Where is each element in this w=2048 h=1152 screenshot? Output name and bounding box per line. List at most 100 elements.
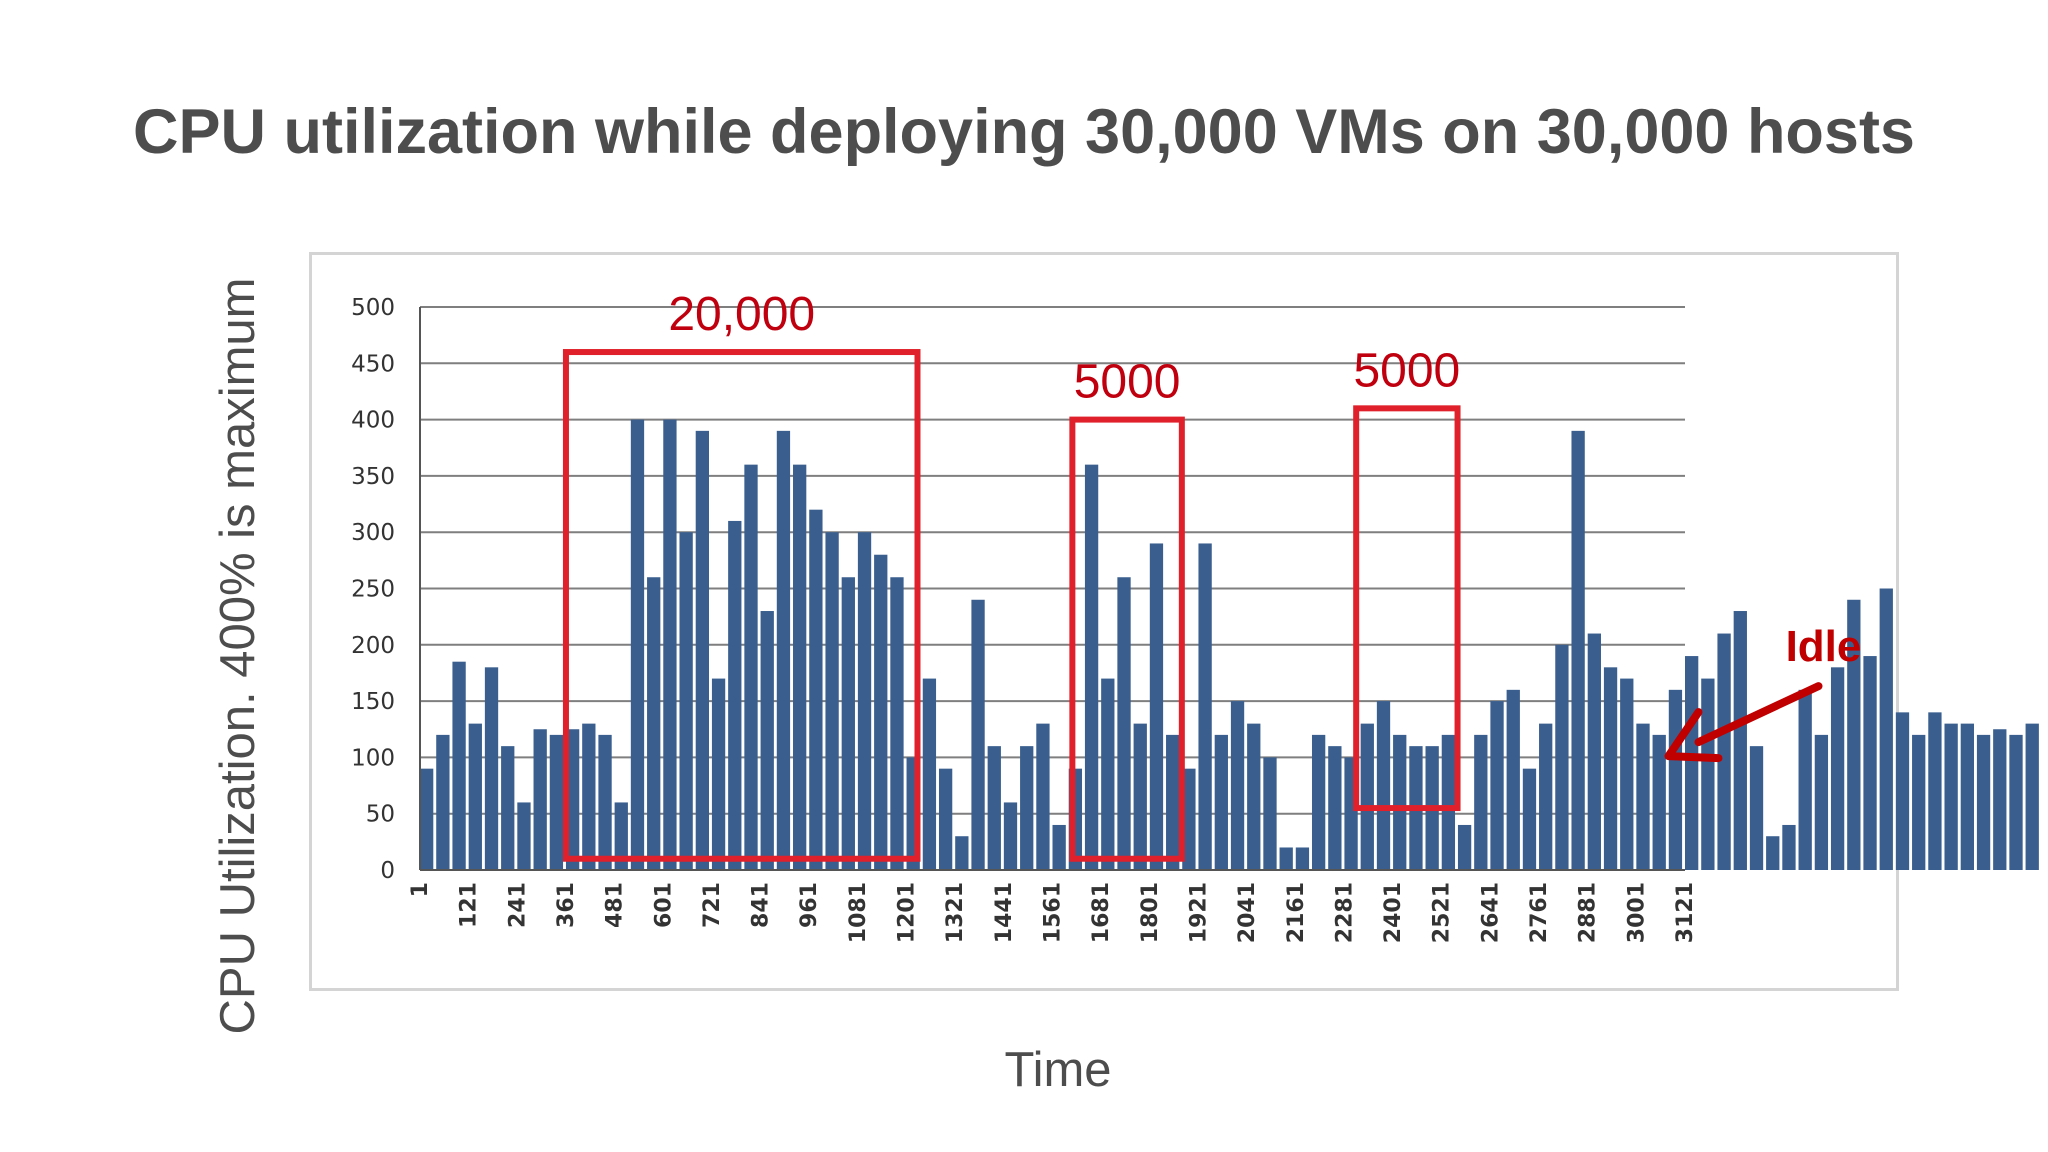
- data-bar: [1944, 723, 1958, 870]
- x-tick-label: 121: [457, 882, 482, 928]
- data-bar: [922, 678, 937, 870]
- x-tick-label: 1921: [1186, 882, 1211, 943]
- data-bar: [695, 430, 710, 870]
- data-bar: [1928, 712, 1942, 870]
- data-bar: [1766, 836, 1780, 870]
- data-bar: [1214, 734, 1228, 870]
- x-tick-label: 2041: [1235, 882, 1260, 943]
- y-tick-label: 0: [380, 858, 395, 884]
- x-tick-label: 2281: [1332, 882, 1357, 943]
- data-bar: [517, 802, 531, 870]
- data-bar: [971, 599, 985, 870]
- data-bar: [1328, 746, 1342, 870]
- data-bar: [1603, 667, 1618, 870]
- data-bar: [857, 532, 872, 870]
- data-bar: [1084, 464, 1099, 870]
- data-bar: [1166, 734, 1180, 870]
- data-bar: [728, 520, 742, 870]
- data-bar: [760, 611, 774, 870]
- data-bar: [598, 734, 612, 870]
- data-bar: [484, 667, 499, 870]
- data-bar: [1263, 757, 1277, 870]
- data-bar: [1636, 723, 1650, 870]
- data-bar: [452, 661, 466, 870]
- idle-arrow-head: [1664, 708, 1723, 763]
- x-tick-label: 481: [603, 882, 628, 928]
- x-tick-label: 2401: [1381, 882, 1406, 943]
- y-tick-label: 50: [366, 802, 395, 828]
- data-bar: [1279, 847, 1293, 870]
- x-tick-label: 1: [408, 882, 433, 897]
- x-tick-label: 1081: [846, 882, 871, 943]
- y-tick-label: 500: [351, 295, 395, 321]
- data-bar: [501, 746, 515, 870]
- x-tick-label: 601: [651, 882, 676, 928]
- y-tick-label: 250: [351, 577, 395, 603]
- data-bar: [1182, 768, 1196, 870]
- x-tick-label: 3121: [1673, 882, 1698, 943]
- slide-title: CPU utilization while deploying 30,000 V…: [133, 97, 1915, 167]
- data-bar: [1522, 768, 1537, 870]
- idle-arrow-shaft: [1694, 682, 1823, 747]
- x-tick-label: 1321: [943, 882, 968, 943]
- data-bar: [809, 509, 823, 870]
- data-bar: [987, 746, 1001, 870]
- data-bar: [1733, 611, 1747, 870]
- data-bar: [663, 419, 677, 870]
- data-bar: [1052, 824, 1066, 870]
- axis-ticks: 0 50 100 150 200 250 300 350 400 450 500 1 121 241 361…: [351, 295, 1698, 943]
- x-tick-label: 361: [554, 882, 579, 928]
- x-tick-label: 2161: [1284, 882, 1309, 943]
- data-bar: [1814, 734, 1829, 870]
- data-bar: [1701, 678, 1715, 870]
- data-bar: [468, 723, 482, 870]
- y-tick-label: 400: [351, 408, 395, 434]
- x-tick-label: 1681: [1089, 882, 1114, 943]
- x-tick-label: 2641: [1478, 882, 1503, 943]
- data-bar: [1376, 701, 1391, 870]
- y-tick-label: 100: [351, 745, 395, 771]
- highlight-box-label: 20,000: [668, 288, 815, 341]
- data-bar: [1960, 723, 1975, 870]
- data-bar: [1895, 712, 1910, 870]
- data-bar: [1620, 678, 1634, 870]
- y-tick-label: 350: [351, 464, 395, 490]
- data-bar: [841, 577, 855, 870]
- data-bar: [890, 577, 904, 870]
- data-bar: [1717, 633, 1731, 870]
- data-bar: [1003, 802, 1018, 870]
- data-bar: [1555, 644, 1569, 870]
- data-bar: [630, 419, 645, 870]
- data-bar: [1198, 543, 1212, 870]
- data-bar: [1798, 689, 1812, 870]
- data-bar: [1571, 430, 1585, 870]
- data-bar: [614, 802, 628, 870]
- data-bar: [1863, 656, 1877, 870]
- data-bar: [1749, 746, 1764, 870]
- x-tick-label: 2881: [1576, 882, 1601, 943]
- data-bar: [1879, 588, 1893, 870]
- y-tick-label: 150: [351, 689, 395, 715]
- highlight-box: [562, 349, 921, 862]
- highlight-box: [1353, 405, 1461, 812]
- data-bar: [874, 554, 888, 870]
- data-bar: [1668, 689, 1683, 870]
- x-tick-label: 1201: [895, 882, 920, 943]
- data-bar: [1133, 723, 1147, 870]
- data-bar: [1782, 824, 1796, 870]
- x-tick-label: 1801: [1138, 882, 1163, 943]
- data-bar: [1830, 667, 1845, 870]
- data-bar: [1101, 678, 1115, 870]
- data-bar: [1457, 824, 1472, 870]
- idle-label: Idle: [1786, 622, 1862, 671]
- data-bar: [1976, 734, 1991, 870]
- x-tick-label: 961: [797, 882, 822, 928]
- data-bar: [1441, 734, 1456, 870]
- data-bar: [1020, 746, 1034, 870]
- x-tick-label: 241: [505, 882, 530, 928]
- y-tick-label: 200: [351, 633, 395, 659]
- highlight-box: [1069, 416, 1185, 862]
- data-bar: [744, 464, 758, 870]
- data-bar: [1360, 723, 1374, 870]
